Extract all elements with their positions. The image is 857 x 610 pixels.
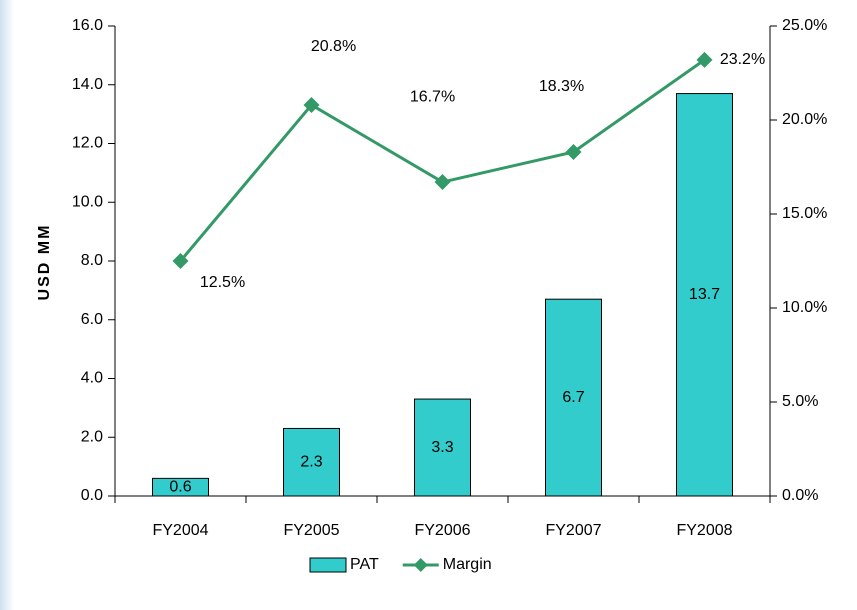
bar-label: 3.3	[431, 439, 453, 456]
y-tick-label: 2.0	[81, 428, 103, 445]
bar	[152, 477, 209, 497]
y-tick-label: 4.0	[81, 370, 103, 387]
y-tick-label: 0.0	[81, 487, 103, 504]
point-label: 12.5%	[200, 274, 245, 291]
frame-edge	[0, 0, 14, 610]
y2-tick-label: 25.0%	[782, 17, 827, 34]
x-tick-label: FY2008	[676, 522, 732, 539]
bar	[676, 93, 733, 497]
y2-tick-label: 20.0%	[782, 111, 827, 128]
y-tick-label: 14.0	[72, 76, 103, 93]
y2-tick-label: 0.0%	[782, 487, 818, 504]
x-tick-label: FY2004	[152, 522, 208, 539]
bar-label: 0.6	[169, 478, 191, 495]
y2-tick-label: 5.0%	[782, 393, 818, 410]
legend-swatch	[309, 557, 347, 573]
y-tick-label: 6.0	[81, 311, 103, 328]
marker	[434, 174, 451, 191]
point-label: 16.7%	[410, 88, 455, 105]
y-tick-label: 12.0	[72, 135, 103, 152]
marker	[303, 96, 320, 113]
legend-label: Margin	[443, 556, 492, 573]
marker	[696, 51, 713, 68]
point-label: 18.3%	[539, 78, 584, 95]
y-tick-label: 10.0	[72, 193, 103, 210]
y-tick-label: 16.0	[72, 17, 103, 34]
y2-tick-label: 10.0%	[782, 299, 827, 316]
bar-label: 6.7	[562, 389, 584, 406]
x-tick-label: FY2006	[414, 522, 470, 539]
x-tick-label: FY2005	[283, 522, 339, 539]
x-tick-label: FY2007	[545, 522, 601, 539]
legend-marker	[413, 558, 428, 572]
y-tick-label: 8.0	[81, 252, 103, 269]
bar-label: 2.3	[300, 453, 322, 470]
point-label: 20.8%	[311, 38, 356, 55]
legend-label: PAT	[350, 556, 379, 573]
bar	[283, 427, 340, 497]
bar	[545, 298, 602, 497]
marker	[565, 143, 582, 160]
point-label: 23.2%	[720, 51, 765, 68]
marker	[172, 253, 189, 269]
y2-tick-label: 15.0%	[782, 205, 827, 222]
bar-label: 13.7	[689, 286, 720, 303]
bar	[414, 398, 471, 497]
y-axis-label: USD MM	[36, 224, 53, 301]
